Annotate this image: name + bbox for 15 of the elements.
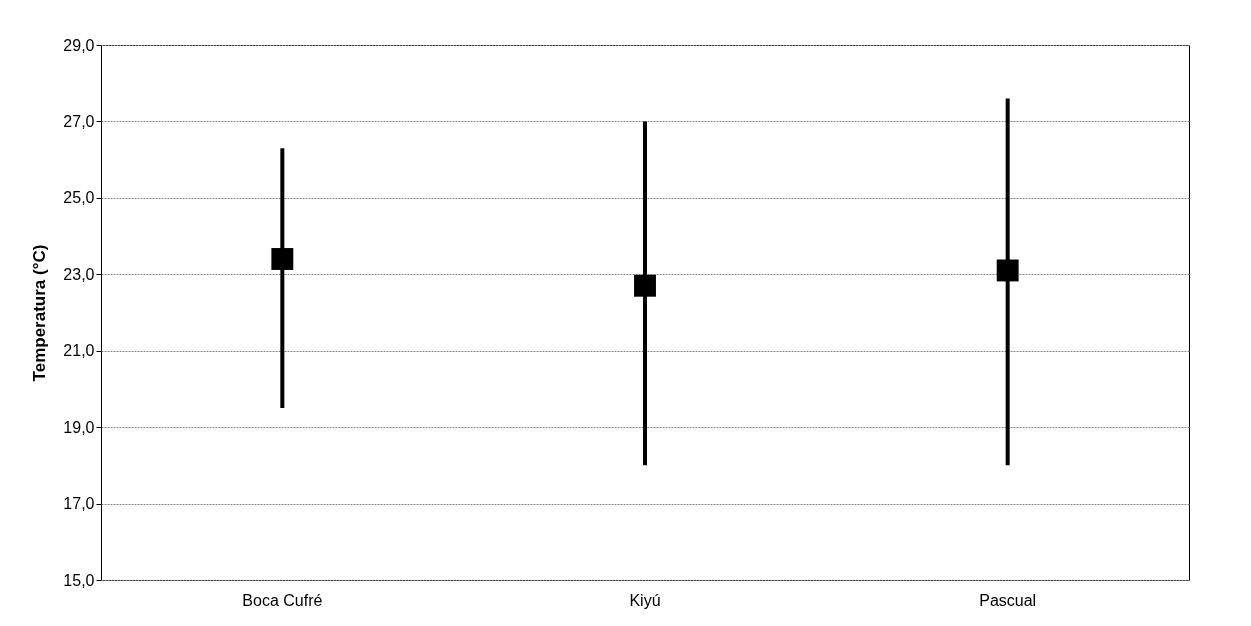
- y-tick-label: 21,0: [63, 342, 95, 360]
- y-tick-label: 19,0: [63, 418, 95, 436]
- y-tick-label: 17,0: [63, 495, 95, 513]
- point: [271, 248, 294, 270]
- point: [634, 274, 656, 297]
- y-axis-title: Temperatura (°C): [30, 244, 50, 382]
- y-tick-label: 15,0: [63, 571, 95, 589]
- y-tick-label: 29,0: [63, 36, 95, 54]
- y-tick-label: 27,0: [63, 112, 95, 130]
- x-tick-label: Kiyú: [629, 591, 661, 609]
- x-tick-label: Pascual: [979, 591, 1037, 609]
- y-tick-label: 23,0: [63, 265, 95, 283]
- x-tick-label: Boca Cufré: [242, 591, 323, 609]
- y-tick-label: 25,0: [63, 189, 95, 207]
- point: [996, 259, 1019, 282]
